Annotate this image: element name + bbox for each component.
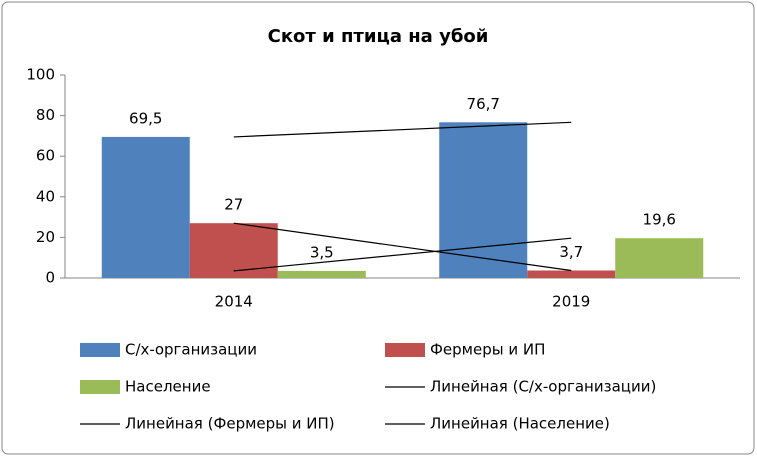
legend-swatch: [80, 343, 120, 357]
y-tick-label: 40: [36, 187, 55, 205]
bar: [615, 238, 704, 278]
y-tick-label: 20: [36, 228, 55, 246]
legend-swatch: [80, 380, 120, 394]
legend-label: Линейная (С/х-организации): [430, 378, 656, 396]
legend-label: С/х-организации: [125, 341, 257, 359]
x-tick-label: 2014: [215, 293, 253, 311]
y-tick-label: 0: [45, 269, 55, 287]
y-tick-label: 100: [26, 66, 55, 84]
bar: [277, 270, 366, 278]
trendline: [233, 121, 572, 138]
legend-label: Линейная (Население): [430, 415, 610, 433]
chart-title: Скот и птица на убой: [268, 26, 489, 47]
bar: [527, 270, 616, 278]
y-tick-label: 80: [36, 106, 55, 124]
legend-swatch: [385, 343, 425, 357]
trendline: [233, 222, 572, 272]
data-label: 3,5: [310, 243, 334, 261]
data-label: 69,5: [129, 109, 162, 127]
legend-label: Фермеры и ИП: [430, 341, 545, 359]
bar: [439, 122, 528, 278]
trendline: [233, 237, 572, 272]
x-tick-label: 2019: [552, 293, 590, 311]
data-label: 76,7: [467, 95, 500, 113]
legend-label: Население: [125, 378, 211, 396]
data-label: 19,6: [643, 211, 676, 229]
data-label: 3,7: [559, 243, 583, 261]
bar: [189, 223, 278, 278]
bar: [101, 136, 190, 278]
legend-label: Линейная (Фермеры и ИП): [125, 415, 335, 433]
y-tick-label: 60: [36, 147, 55, 165]
data-label: 27: [224, 196, 243, 214]
